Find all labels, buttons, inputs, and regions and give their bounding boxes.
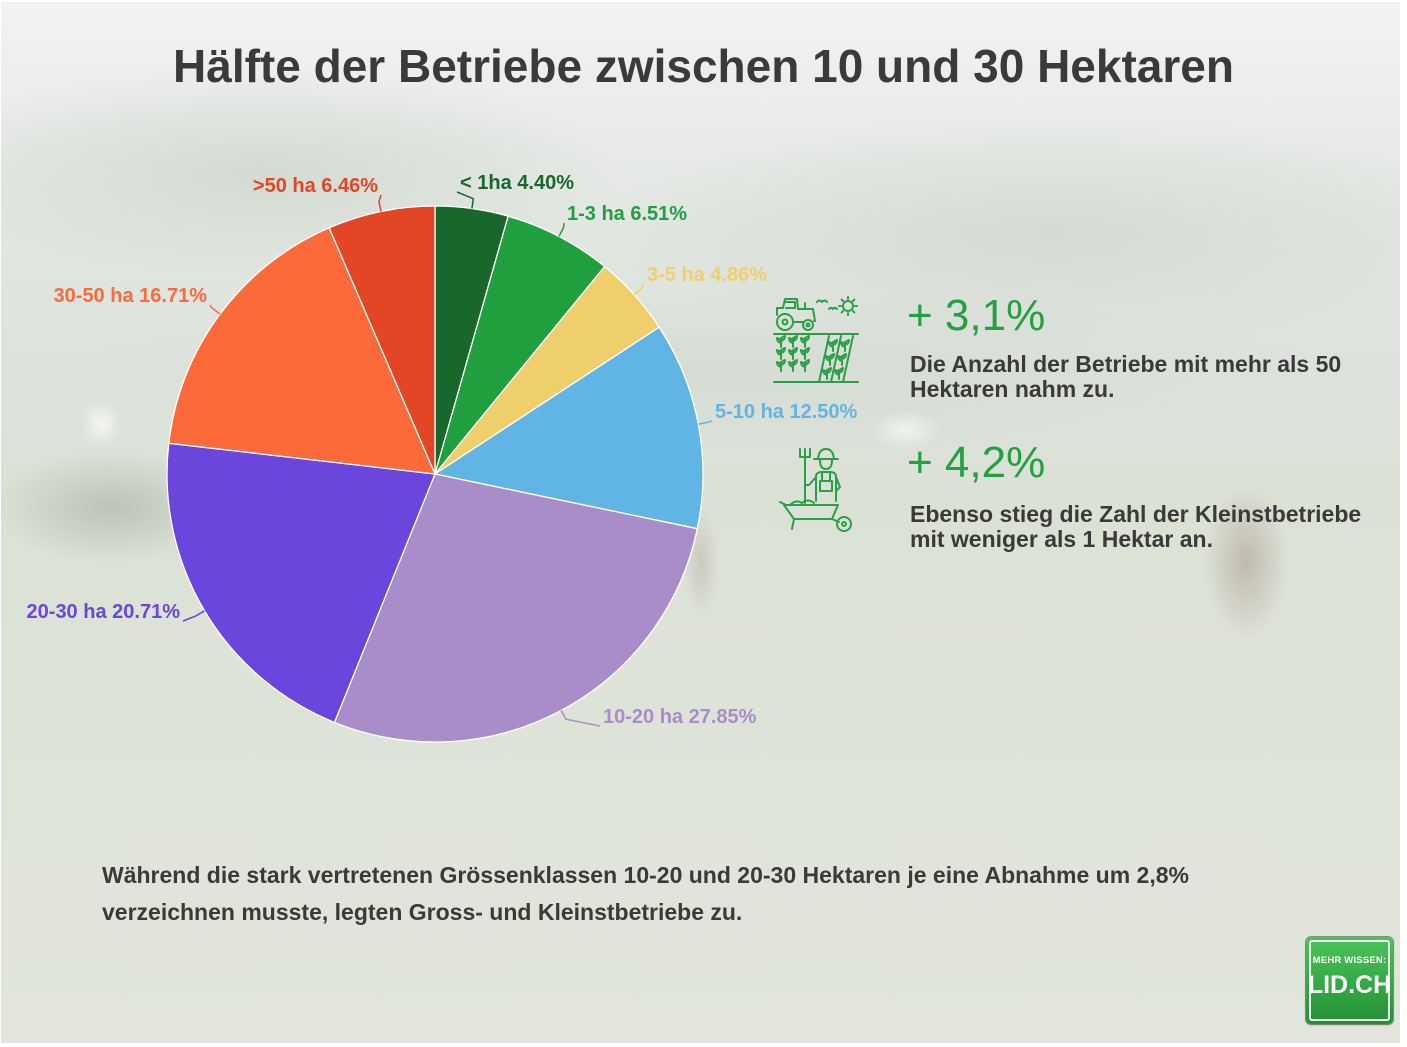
summary-text: Während die stark vertretenen Grössenkla… [102,862,1189,925]
tractor-field-icon [773,296,859,383]
slice-label-name: 10-20 ha [603,706,684,728]
logo-tagline: MEHR WISSEN: [1312,955,1387,966]
slice-label-value: 20.71% [112,601,180,623]
slice-label-name: 1-3 ha [567,203,626,225]
slice-label-lt-1ha: < 1ha 4.40% [460,172,574,194]
leader-line-1-3-ha [558,222,565,237]
slice-label-3-5-ha: 3-5 ha 4.86% [647,264,767,286]
leader-line-3-5-ha [633,283,645,296]
leader-line-30-50-ha [209,304,221,315]
leader-line-20-30-ha [182,610,205,622]
slice-label-name: >50 ha [253,175,317,197]
leader-line-lt-1ha [456,191,475,209]
slice-label-value: 16.71% [139,285,207,307]
slice-label-value: 6.51% [630,203,687,225]
lid-logo: MEHR WISSEN: LID.CH [1306,937,1393,1024]
slice-label-value: 12.50% [790,401,858,423]
slice-label-name: 3-5 ha [647,264,706,286]
slice-label-name: < 1ha [460,172,513,194]
slice-label-name: 30-50 ha [54,285,135,307]
slice-label-5-10-ha: 5-10 ha 12.50% [715,401,858,423]
pie-slice-10-20-ha [333,473,699,743]
slice-label-value: 6.46% [321,175,378,197]
slice-label-value: 4.40% [517,172,574,194]
slice-label-30-50-ha: 30-50 ha 16.71% [54,285,208,307]
slice-label-name: 20-30 ha [27,601,108,623]
slice-label-10-20-ha: 10-20 ha 27.85% [603,706,757,728]
farmer-wheelbarrow-icon [779,448,852,532]
slice-label-1-3-ha: 1-3 ha 6.51% [567,203,687,225]
slice-label-value: 27.85% [689,706,757,728]
logo-name: LID.CH [1307,971,1392,999]
pie-chart: < 1ha 4.40% 1-3 ha 6.51% 3-5 ha 4.86% 5-10 … [27,172,858,743]
small-farms-description: Ebenso stieg die Zahl der Kleinstbetrieb… [910,501,1362,552]
leader-line-5-10-ha [698,420,713,425]
large-farms-change: + 3,1% [907,291,1046,340]
pie-slices [166,205,704,743]
pie-slice-1-3-ha [434,215,606,475]
pie-slice-30-50-ha [168,226,437,475]
pie-labels: < 1ha 4.40% 1-3 ha 6.51% 3-5 ha 4.86% 5-10 … [27,172,858,728]
slice-label-value: 4.86% [710,264,767,286]
leader-line-gt-50-ha [378,194,382,212]
large-farms-description: Die Anzahl der Betriebe mit mehr als 50 … [910,351,1342,402]
slice-label-gt-50-ha: >50 ha 6.46% [253,175,378,197]
small-farms-change: + 4,2% [907,438,1046,487]
pie-slice-20-30-ha [166,442,436,724]
leader-line-10-20-ha [560,710,601,727]
slice-label-20-30-ha: 20-30 ha 20.71% [27,601,181,623]
page-title: Hälfte der Betriebe zwischen 10 und 30 H… [173,40,1234,92]
slice-label-name: 5-10 ha [715,401,785,423]
